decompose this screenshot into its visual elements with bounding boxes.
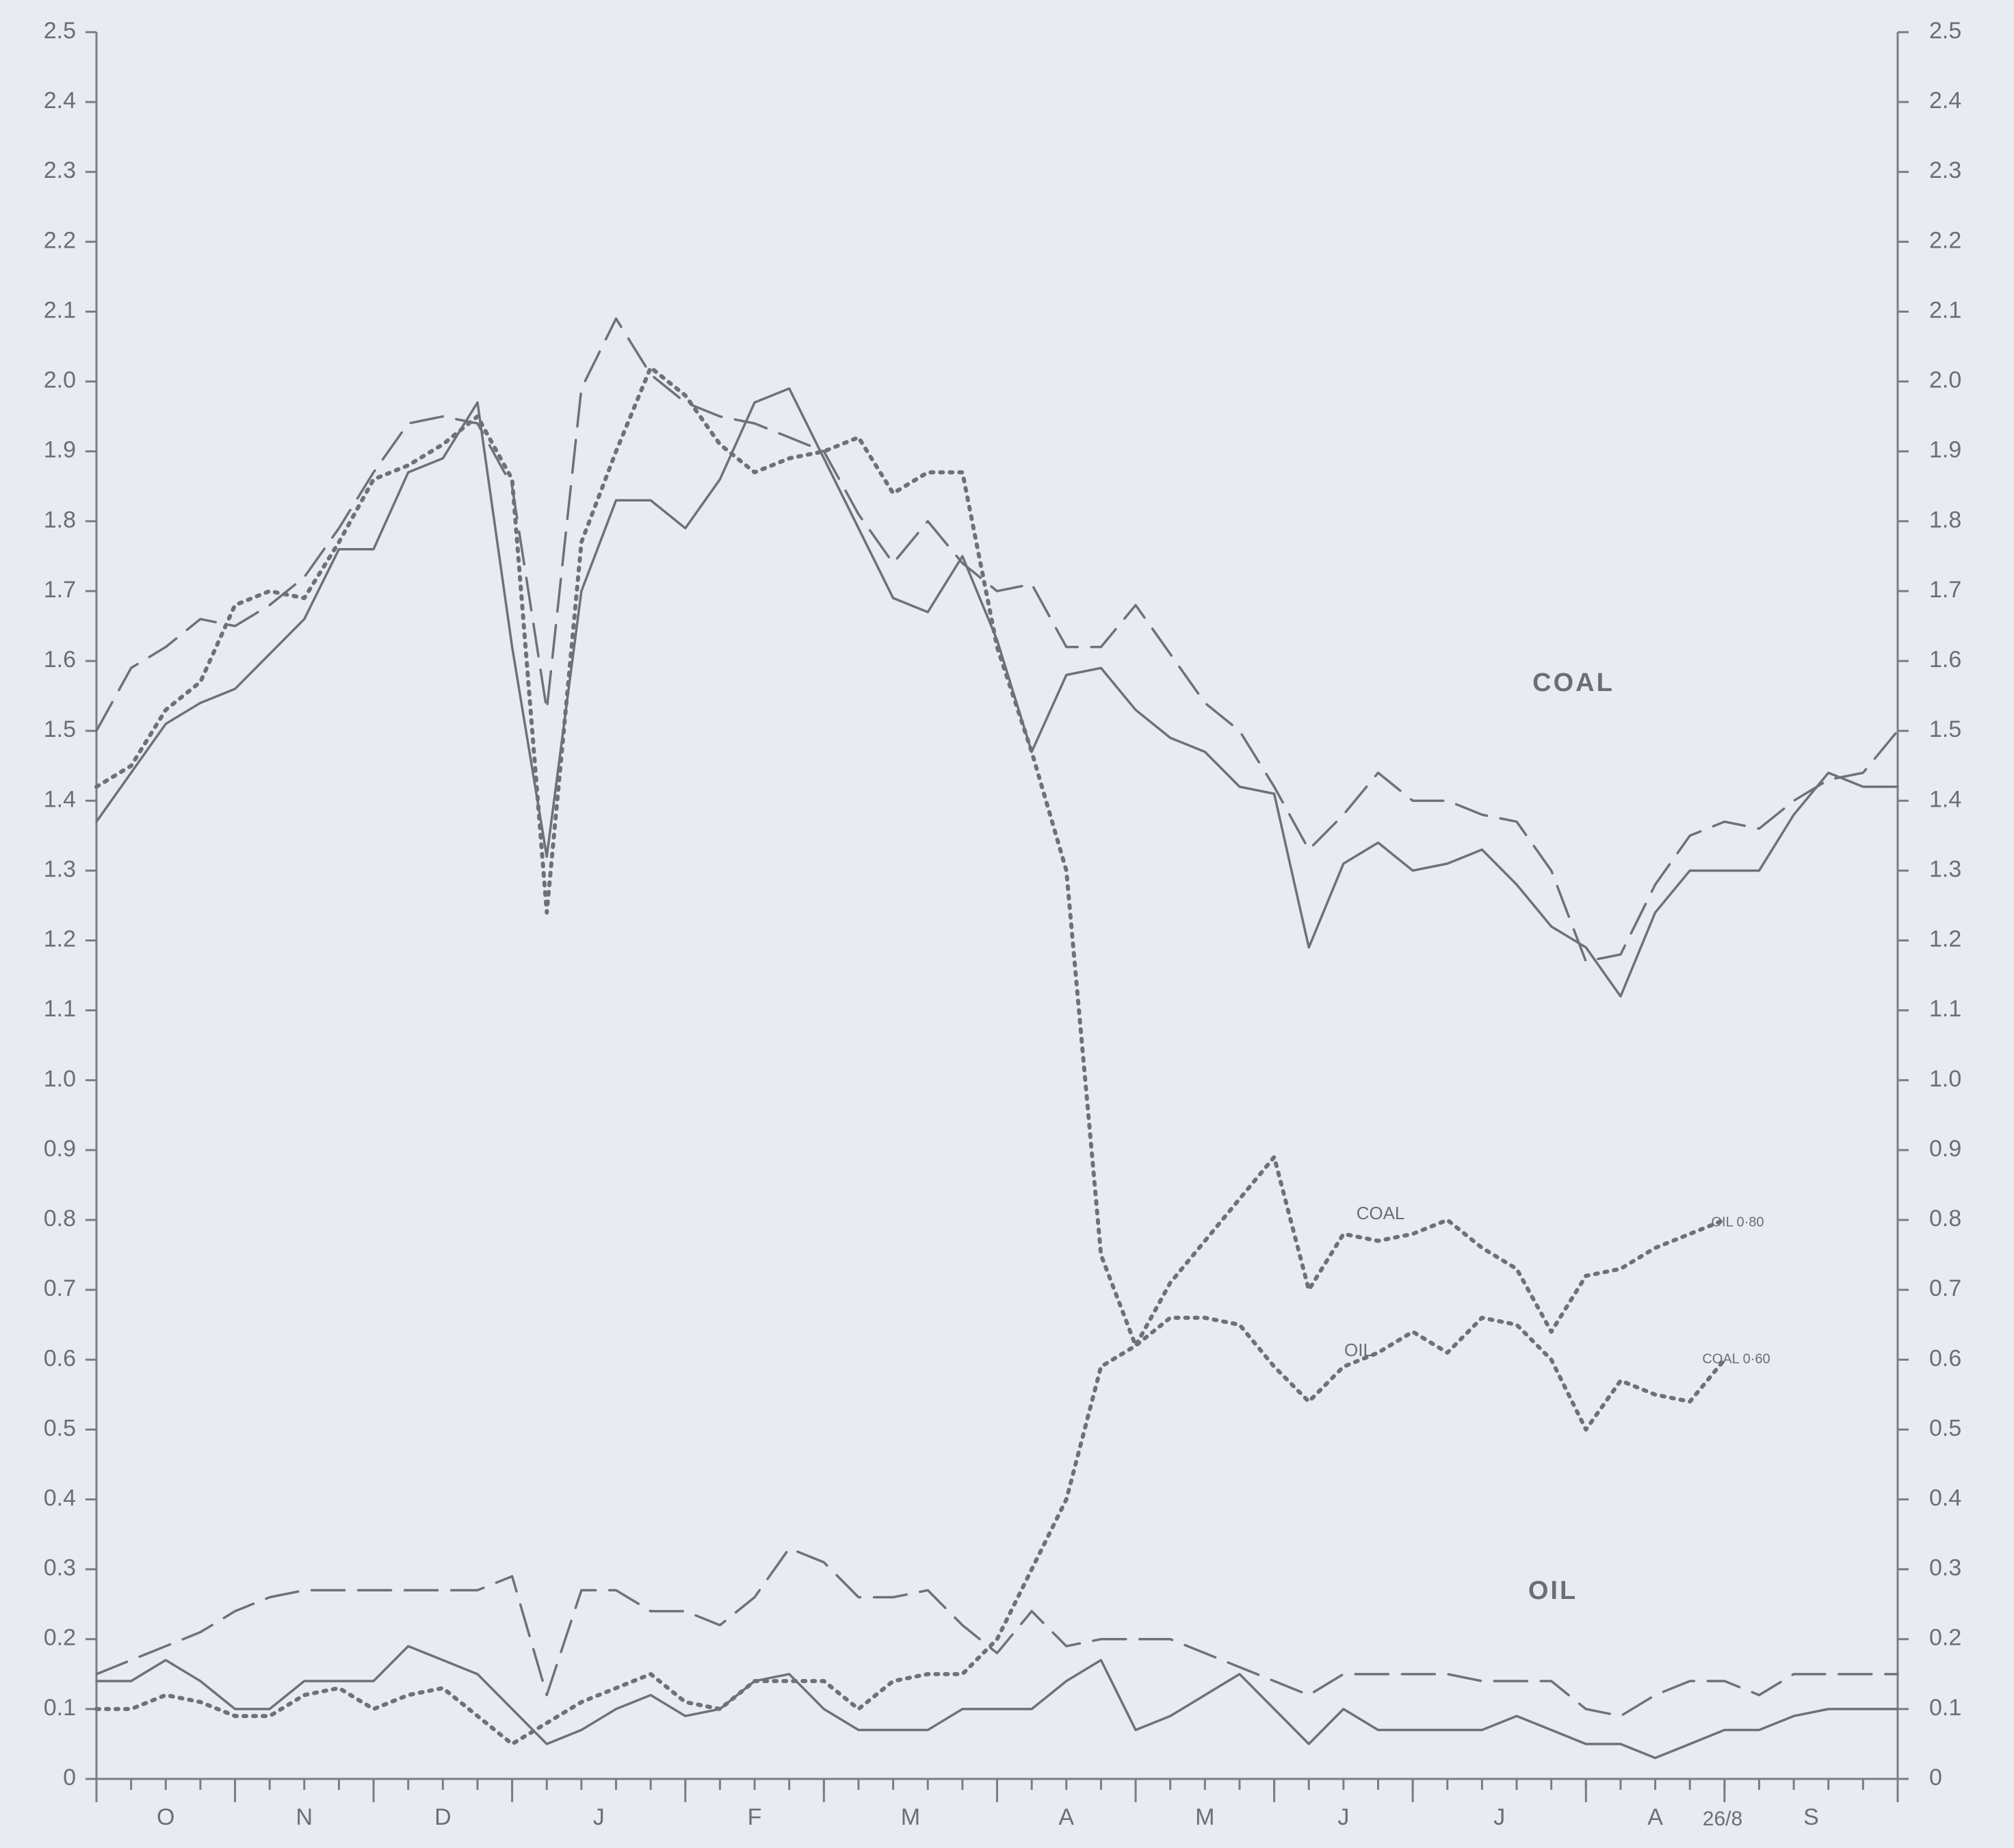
x-tick-label: A [1647,1804,1663,1830]
y-tick-label: 1.0 [44,1066,76,1092]
y2-tick-label: 1.9 [1929,437,1961,463]
y2-tick-label: 0.8 [1929,1206,1961,1232]
line-series [94,1155,1727,1746]
y-tick-label: 2.5 [44,18,76,44]
y-tick-label: 0.5 [44,1415,76,1441]
y-tick-label: 1.8 [44,507,76,533]
y-tick-label: 1.9 [44,437,76,463]
y2-tick-label: 2.1 [1929,297,1961,323]
y-tick-label: 1.3 [44,856,76,882]
y-tick-label: 2.1 [44,297,76,323]
annotation: COAL [1357,1203,1405,1223]
y-tick-label: 0 [63,1765,76,1791]
line-series [95,317,1899,963]
y-tick-label: 2.4 [44,88,76,114]
y2-tick-label: 0.3 [1929,1555,1961,1581]
x-tick-label: J [1493,1804,1505,1830]
y2-tick-label: 1.5 [1929,716,1961,742]
y-tick-label: 1.5 [44,716,76,742]
y2-tick-label: 0.9 [1929,1136,1961,1162]
y-tick-label: 1.7 [44,577,76,603]
y2-tick-label: 2.0 [1929,367,1961,393]
annotation: OIL [1528,1576,1578,1605]
x-tick-label: J [1337,1804,1349,1830]
y2-tick-label: 1.7 [1929,577,1961,603]
y2-tick-label: 2.3 [1929,157,1961,183]
y-tick-label: 0.7 [44,1275,76,1301]
y2-tick-label: 0.2 [1929,1625,1961,1651]
x-tick-label: D [434,1804,452,1830]
y2-tick-label: 2.5 [1929,18,1961,44]
x-tick-label: F [748,1804,762,1830]
line-series [95,1547,1899,1717]
y-tick-label: 1.1 [44,996,76,1022]
x-tick-label: S [1803,1804,1819,1830]
y-tick-label: 0.2 [44,1625,76,1651]
y2-tick-label: 0.1 [1929,1695,1961,1721]
y2-tick-label: 0.4 [1929,1485,1961,1511]
y2-tick-label: 1.8 [1929,507,1961,533]
line-series [95,1645,1899,1760]
x-tick-label: A [1058,1804,1074,1830]
x-tick-label: N [296,1804,313,1830]
x-tick-label: J [593,1804,605,1830]
y-tick-label: 0.6 [44,1345,76,1371]
annotation: OIL [1344,1340,1373,1360]
y-tick-label: 0.4 [44,1485,76,1511]
y-tick-label: 1.4 [44,786,76,812]
y2-tick-label: 2.2 [1929,227,1961,253]
y-tick-label: 0.8 [44,1206,76,1232]
y-tick-label: 1.6 [44,647,76,673]
y-tick-label: 2.3 [44,157,76,183]
annotation: 26/8 [1703,1808,1742,1830]
y-tick-label: 1.2 [44,926,76,952]
annotation: COAL 0·60 [1702,1351,1770,1366]
y2-tick-label: 1.4 [1929,786,1961,812]
y2-tick-label: 1.1 [1929,996,1961,1022]
y2-tick-label: 1.6 [1929,647,1961,673]
y2-tick-label: 0.6 [1929,1345,1961,1371]
y2-tick-label: 1.3 [1929,856,1961,882]
x-tick-label: O [157,1804,174,1830]
x-tick-label: M [1195,1804,1214,1830]
y2-tick-label: 0.7 [1929,1275,1961,1301]
y-tick-label: 0.3 [44,1555,76,1581]
y-tick-label: 0.9 [44,1136,76,1162]
annotation: COAL [1532,668,1614,697]
x-tick-label: M [901,1804,920,1830]
annotation: OIL 0·80 [1711,1214,1764,1229]
y2-tick-label: 0.5 [1929,1415,1961,1441]
line-series [94,365,1727,1432]
y-tick-label: 2.0 [44,367,76,393]
y2-tick-label: 2.4 [1929,88,1961,114]
line-series [95,387,1899,998]
y2-tick-label: 0 [1929,1765,1942,1791]
y-tick-label: 0.1 [44,1695,76,1721]
y-tick-label: 2.2 [44,227,76,253]
y2-tick-label: 1.0 [1929,1066,1961,1092]
y2-tick-label: 1.2 [1929,926,1961,952]
